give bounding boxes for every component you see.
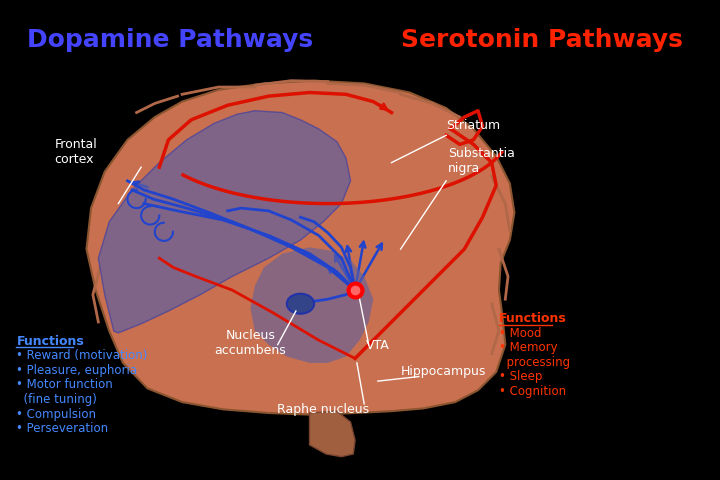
Text: • Memory: • Memory [499, 341, 557, 354]
Polygon shape [99, 111, 351, 333]
Text: (fine tuning): (fine tuning) [17, 393, 97, 406]
Text: Functions: Functions [499, 312, 567, 325]
Text: Frontal
cortex: Frontal cortex [55, 138, 97, 166]
Text: • Compulsion: • Compulsion [17, 408, 96, 420]
Text: • Perseveration: • Perseveration [17, 422, 109, 435]
Text: • Cognition: • Cognition [499, 385, 566, 398]
Polygon shape [251, 247, 373, 363]
Text: Dopamine Pathways: Dopamine Pathways [27, 28, 313, 52]
Text: Substantia
nigra: Substantia nigra [448, 147, 515, 175]
Text: • Mood: • Mood [499, 326, 541, 339]
Text: VTA: VTA [366, 339, 390, 352]
Text: Hippocampus: Hippocampus [400, 365, 486, 378]
Text: Nucleus
accumbens: Nucleus accumbens [215, 329, 287, 357]
Ellipse shape [287, 294, 314, 314]
Polygon shape [310, 411, 355, 456]
Text: Striatum: Striatum [446, 119, 500, 132]
Text: • Sleep: • Sleep [499, 370, 542, 383]
Text: • Reward (motivation): • Reward (motivation) [17, 349, 148, 362]
Text: Functions: Functions [17, 335, 84, 348]
Text: Raphe nucleus: Raphe nucleus [277, 403, 369, 416]
Polygon shape [86, 81, 514, 415]
Text: Serotonin Pathways: Serotonin Pathways [400, 28, 683, 52]
Text: processing: processing [499, 356, 570, 369]
Text: • Motor function: • Motor function [17, 378, 113, 391]
Text: • Pleasure, euphoria: • Pleasure, euphoria [17, 364, 138, 377]
